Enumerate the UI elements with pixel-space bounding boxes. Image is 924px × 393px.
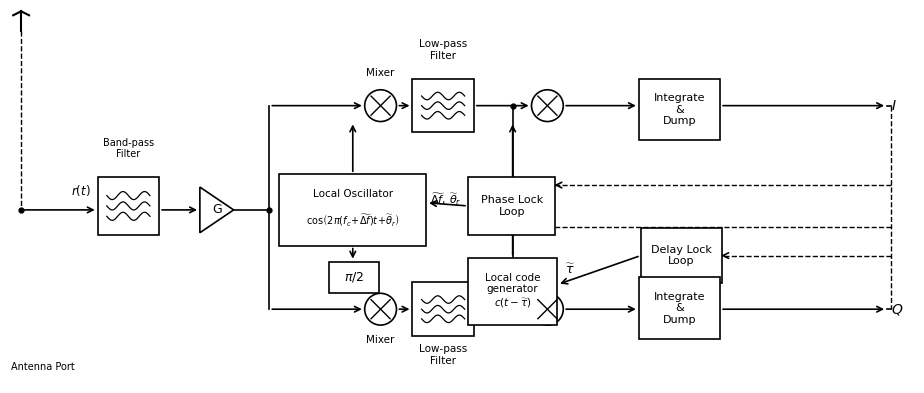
Text: Phase Lock
Loop: Phase Lock Loop: [480, 195, 542, 217]
Text: Mixer: Mixer: [367, 335, 395, 345]
Text: Mixer: Mixer: [367, 68, 395, 78]
Bar: [329, 261, 379, 293]
Text: $Q$: $Q$: [891, 302, 904, 317]
Text: $r(t)$: $r(t)$: [71, 183, 91, 198]
Bar: [412, 283, 474, 336]
Text: $\pi/2$: $\pi/2$: [344, 270, 364, 285]
Bar: [279, 174, 426, 246]
Text: Integrate
&
Dump: Integrate & Dump: [653, 292, 705, 325]
Bar: [468, 257, 557, 325]
Text: Low-pass
Filter: Low-pass Filter: [419, 344, 468, 365]
Text: $\cos\!\left(2\pi(f_c\!+\!\widetilde{\Delta f})t\!+\!\widetilde{\theta}_r\right): $\cos\!\left(2\pi(f_c\!+\!\widetilde{\De…: [306, 213, 400, 229]
Text: Local code
generator
$c(t-\widetilde{\tau})$: Local code generator $c(t-\widetilde{\ta…: [485, 273, 541, 310]
Circle shape: [531, 90, 564, 121]
Text: $\widetilde{\tau}$: $\widetilde{\tau}$: [565, 263, 576, 277]
Circle shape: [365, 293, 396, 325]
Bar: [640, 228, 723, 283]
Bar: [468, 177, 555, 235]
Text: Low-pass
Filter: Low-pass Filter: [419, 39, 468, 61]
Text: Local Oscillator: Local Oscillator: [312, 189, 393, 199]
Circle shape: [365, 90, 396, 121]
Bar: [638, 277, 720, 339]
Text: Band-pass
Filter: Band-pass Filter: [103, 138, 154, 159]
Text: Integrate
&
Dump: Integrate & Dump: [653, 93, 705, 126]
Circle shape: [531, 293, 564, 325]
Text: G: G: [212, 204, 222, 217]
Text: Antenna Port: Antenna Port: [11, 362, 75, 372]
Text: Delay Lock
Loop: Delay Lock Loop: [651, 245, 711, 266]
Bar: [638, 79, 720, 140]
Text: $I$: $I$: [891, 99, 896, 113]
Polygon shape: [200, 187, 234, 233]
Bar: [98, 177, 159, 235]
Bar: [412, 79, 474, 132]
Text: $\widetilde{\Delta f},\,\widetilde{\theta}_r$: $\widetilde{\Delta f},\,\widetilde{\thet…: [431, 191, 462, 208]
